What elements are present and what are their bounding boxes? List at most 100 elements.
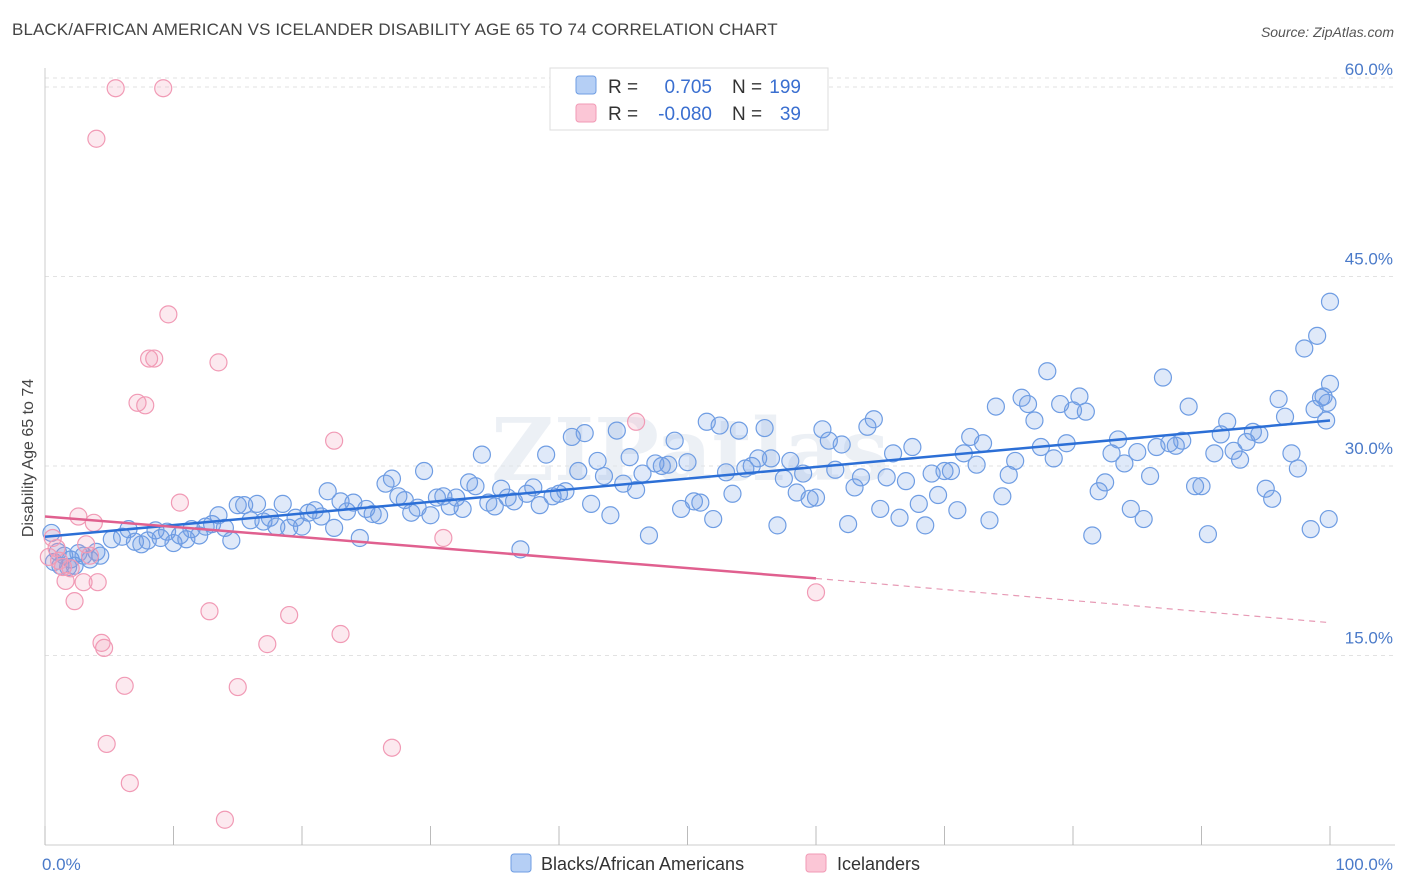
blacks-point-183	[1198, 525, 1218, 544]
series-legend-label-pink: Icelanders	[837, 854, 920, 874]
blacks-point-208	[1320, 292, 1340, 311]
icelanders-point-36	[434, 528, 453, 548]
blacks-point-54	[370, 506, 389, 525]
blacks-point-62	[421, 506, 440, 525]
blacks-point-172	[1128, 442, 1147, 462]
blacks-point-113	[749, 449, 768, 468]
correlation-legend: R = 0.705 N = 199 R = -0.080 N = 39	[549, 67, 829, 131]
blacks-point-80	[537, 445, 556, 464]
icelanders-point-7	[65, 592, 84, 611]
icelanders-point-39	[87, 129, 106, 148]
icelanders-point-18	[115, 676, 134, 695]
blacks-point-135	[890, 508, 909, 527]
blacks-point-107	[710, 416, 729, 435]
blacks-point-115	[761, 449, 781, 468]
series-legend-swatch-pink	[805, 853, 827, 873]
blacks-point-193	[1263, 489, 1282, 508]
blacks-point-174	[1140, 466, 1160, 486]
blacks-point-138	[909, 494, 928, 513]
icelanders-point-4	[53, 557, 73, 577]
blacks-point-99	[659, 455, 678, 474]
blacks-point-108	[716, 463, 736, 482]
blacks-point-155	[1018, 394, 1038, 414]
icelanders-point-6	[61, 559, 80, 578]
blacks-point-32	[228, 496, 247, 515]
blacks-point-134	[883, 444, 903, 463]
blacks-point-69	[466, 477, 485, 496]
blacks-point-167	[1096, 473, 1115, 492]
blacks-point-70	[472, 445, 491, 464]
legend-n-label-2: N =	[732, 104, 762, 125]
legend-r-label-2: R =	[608, 104, 638, 125]
axes	[44, 68, 1395, 846]
blacks-point-151	[993, 487, 1012, 506]
legend-n-value-1: 199	[769, 77, 801, 98]
blacks-point-116	[768, 516, 787, 535]
blacks-point-88	[588, 451, 607, 471]
blacks-point-173	[1134, 509, 1153, 529]
icelanders-point-25	[159, 305, 178, 324]
icelanders-point-21	[136, 396, 155, 415]
icelanders-point-12	[84, 513, 103, 532]
blacks-point-110	[729, 421, 749, 440]
blacks-point-129	[851, 468, 871, 487]
blacks-point-171	[1121, 499, 1140, 519]
blacks-point-86	[575, 424, 594, 443]
icelanders-point-34	[331, 624, 350, 644]
blacks-point-33	[235, 496, 254, 515]
blacks-point-127	[839, 514, 858, 534]
blacks-point-158	[1038, 362, 1057, 381]
x-tick-label-max: 100.0%	[1335, 855, 1393, 874]
blacks-point-141	[928, 485, 948, 505]
blacks-point-98	[652, 456, 671, 476]
blacks-point-130	[858, 417, 877, 436]
chart-title: BLACK/AFRICAN AMERICAN VS ICELANDER DISA…	[12, 20, 778, 39]
blacks-point-67	[453, 499, 472, 519]
blacks-point-96	[639, 526, 659, 545]
icelanders-point-37	[626, 412, 646, 431]
blacks-point-180	[1179, 397, 1198, 416]
blacks-point-206	[1319, 509, 1338, 529]
blacks-point-121	[800, 489, 819, 508]
icelanders-point-33	[325, 431, 344, 450]
blacks-point-131	[864, 410, 883, 429]
blacks-point-47	[325, 518, 344, 537]
blacks-point-93	[620, 448, 639, 467]
icelanders-point-13	[88, 573, 107, 592]
trend-line-icelanders-extension	[815, 577, 1331, 624]
icelanders-point-26	[170, 493, 190, 512]
icelanders-point-10	[77, 535, 96, 554]
blacks-point-89	[594, 466, 614, 486]
icelanders-point-35	[382, 738, 402, 757]
legend-r-label-1: R =	[608, 77, 638, 98]
blacks-point-199	[1301, 520, 1320, 539]
blacks-point-150	[986, 397, 1006, 416]
x-tick-label-min: 0.0%	[42, 855, 81, 874]
icelanders-point-14	[92, 633, 111, 652]
blacks-point-197	[1288, 459, 1307, 478]
blacks-point-34	[241, 511, 260, 530]
blacks-point-133	[877, 468, 896, 487]
trend-line-blacks	[44, 419, 1331, 538]
series-legend: Blacks/African Americans Icelanders	[510, 853, 920, 874]
icelanders-point-38	[806, 583, 826, 602]
icelanders-point-9	[74, 573, 93, 592]
legend-swatch-pink	[575, 103, 597, 123]
blacks-point-79	[530, 496, 549, 515]
blacks-point-198	[1295, 339, 1314, 358]
grid-lines	[45, 77, 1395, 656]
blacks-point-126	[832, 435, 851, 454]
blacks-point-156	[1025, 411, 1044, 430]
blacks-point-149	[980, 511, 999, 530]
icelanders-point-17	[106, 79, 125, 98]
blacks-point-128	[845, 478, 864, 497]
legend-n-value-2: 39	[780, 104, 801, 125]
blacks-point-181	[1185, 477, 1205, 496]
blacks-point-136	[896, 472, 916, 491]
icelanders-point-15	[95, 638, 114, 658]
blacks-point-153	[1006, 451, 1025, 471]
blacks-point-118	[781, 451, 800, 471]
blacks-point-144	[948, 501, 967, 520]
blacks-point-46	[318, 482, 337, 501]
blacks-point-186	[1218, 412, 1237, 431]
